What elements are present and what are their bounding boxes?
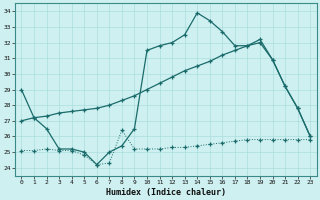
X-axis label: Humidex (Indice chaleur): Humidex (Indice chaleur): [106, 188, 226, 197]
